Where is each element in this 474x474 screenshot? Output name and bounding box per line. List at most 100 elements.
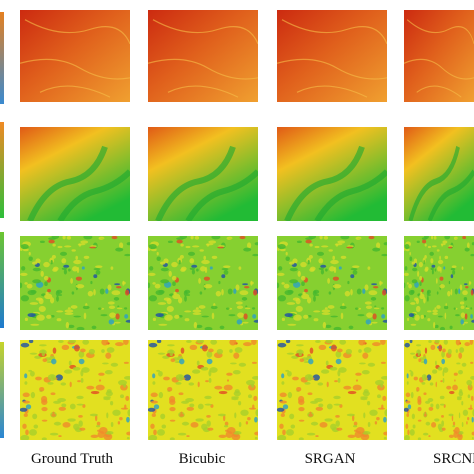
texture-blob (429, 251, 434, 256)
texture-blob (189, 403, 195, 408)
texture-blob (409, 429, 415, 436)
texture-blob (36, 314, 45, 321)
texture-blob (383, 431, 387, 436)
texture-blob (44, 293, 53, 300)
texture-blob (418, 358, 422, 363)
texture-blob (63, 264, 70, 268)
texture-blob (363, 412, 366, 419)
texture-blob (64, 369, 73, 374)
texture-blob (20, 244, 29, 250)
texture-blob (195, 307, 199, 310)
texture-blob (304, 288, 308, 293)
texture-blob (298, 407, 305, 412)
texture-blob (232, 370, 241, 375)
texture-blob (148, 244, 157, 250)
texture-blob (229, 349, 233, 353)
terrain-streak (24, 19, 130, 45)
texture-blob (254, 242, 258, 246)
texture-blob (218, 280, 221, 285)
texture-blob (78, 415, 83, 418)
texture-blob (279, 423, 284, 429)
terrain-streak (281, 19, 387, 45)
texture-blob (32, 267, 41, 272)
texture-blob (347, 390, 357, 395)
texture-blob (355, 236, 362, 240)
texture-blob (419, 275, 423, 281)
texture-blob (169, 437, 175, 440)
texture-map-ground-truth (20, 236, 130, 330)
texture-blob (441, 358, 446, 365)
texture-blob (462, 236, 467, 240)
texture-blob (98, 307, 102, 310)
texture-blob (72, 266, 78, 272)
texture-blob (456, 362, 461, 365)
texture-blob (455, 314, 460, 317)
texture-blob (210, 340, 218, 345)
texture-blob (368, 290, 378, 296)
texture-blob (457, 433, 463, 440)
texture-blob (73, 259, 82, 265)
texture-blob (314, 245, 320, 249)
texture-blob (95, 265, 103, 268)
texture-blob (218, 390, 228, 395)
texture-blob (337, 348, 343, 353)
texture-blob (331, 344, 337, 352)
texture-blob (78, 358, 85, 365)
texture-blob (470, 361, 474, 364)
texture-blob (336, 427, 343, 431)
texture-blob (307, 314, 312, 318)
texture-blob (430, 403, 434, 408)
texture-blob (471, 416, 474, 423)
texture-blob (111, 290, 121, 296)
texture-blob (285, 340, 291, 344)
texture-blob (114, 283, 121, 286)
texture-blob (217, 246, 224, 249)
texture-blob (423, 314, 427, 318)
texture-blob (231, 396, 240, 399)
texture-blob (39, 386, 45, 392)
texture-blob (48, 237, 56, 241)
texture-blob (198, 305, 206, 309)
texture-blob (419, 281, 422, 286)
texture-blob (167, 344, 175, 347)
texture-blob (204, 395, 212, 400)
texture-blob (285, 251, 288, 256)
texture-blob (184, 318, 190, 322)
texture-blob (470, 307, 473, 310)
texture-blob (318, 267, 325, 271)
texture-blob (245, 305, 248, 308)
texture-blob (414, 297, 419, 301)
texture-blob (74, 344, 80, 352)
texture-blob (241, 296, 248, 301)
texture-blob (86, 385, 95, 390)
texture-blob (427, 318, 431, 322)
texture-blob (335, 243, 339, 247)
texture-blob (408, 290, 415, 296)
texture-blob (157, 302, 167, 305)
texture-blob (218, 434, 227, 438)
texture-blob (172, 293, 181, 300)
texture-blob (114, 321, 121, 324)
texture-blob (379, 280, 382, 286)
texture-blob (29, 429, 37, 436)
texture-blob (458, 412, 461, 419)
texture-blob (461, 400, 464, 406)
texture-blob (277, 407, 285, 412)
texture-blob (449, 325, 453, 330)
texture-blob (309, 243, 313, 247)
texture-blob (223, 270, 229, 275)
texture-blob (186, 340, 192, 343)
texture-blob (380, 340, 386, 345)
texture-blob (372, 247, 381, 252)
texture-blob (221, 274, 226, 279)
texture-blob (416, 344, 422, 347)
texture-blob (439, 255, 441, 260)
texture-blob (229, 340, 237, 346)
texture-blob (376, 242, 381, 249)
texture-blob (314, 398, 323, 402)
texture-blob (111, 236, 118, 240)
texture-blob (89, 413, 98, 417)
texture-blob (424, 347, 428, 354)
texture-blob (52, 411, 55, 414)
texture-blob (50, 297, 55, 304)
